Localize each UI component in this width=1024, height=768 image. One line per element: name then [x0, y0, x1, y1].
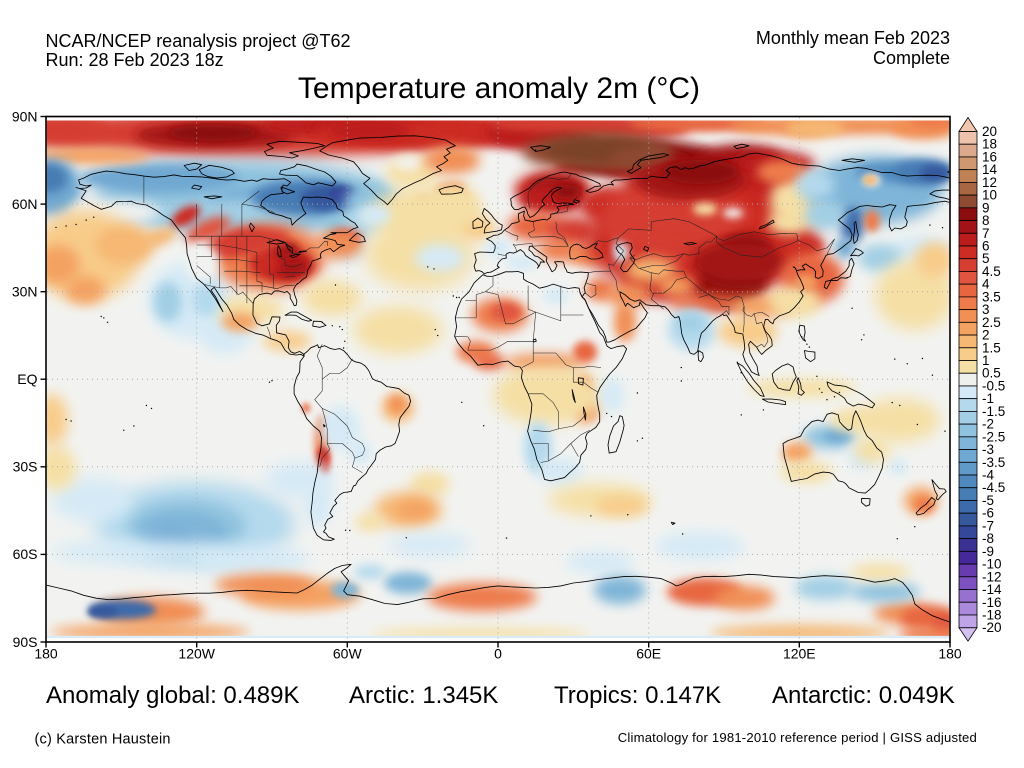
svg-text:-1.5: -1.5: [982, 404, 1005, 419]
svg-text:-2: -2: [982, 417, 994, 432]
svg-text:Temperature anomaly 2m (°C): Temperature anomaly 2m (°C): [298, 72, 700, 105]
svg-text:-4.5: -4.5: [982, 480, 1005, 495]
svg-text:9: 9: [982, 200, 990, 215]
svg-text:-8: -8: [982, 531, 994, 546]
svg-text:12: 12: [982, 175, 997, 190]
svg-text:-9: -9: [982, 544, 994, 559]
svg-text:1.5: 1.5: [982, 340, 1001, 355]
svg-text:-16: -16: [982, 595, 1002, 610]
svg-text:6: 6: [982, 239, 990, 254]
svg-text:60W: 60W: [333, 646, 363, 662]
svg-text:60E: 60E: [636, 646, 661, 662]
svg-text:120E: 120E: [783, 646, 816, 662]
svg-text:20: 20: [982, 124, 997, 139]
svg-text:8: 8: [982, 213, 990, 228]
svg-text:4: 4: [982, 277, 990, 292]
svg-text:5: 5: [982, 251, 990, 266]
svg-text:60S: 60S: [13, 546, 38, 562]
svg-text:Run: 28 Feb 2023 18z: Run: 28 Feb 2023 18z: [46, 50, 224, 70]
svg-text:Monthly mean Feb 2023: Monthly mean Feb 2023: [756, 28, 950, 48]
svg-text:3.5: 3.5: [982, 289, 1001, 304]
svg-text:(c) Karsten Haustein: (c) Karsten Haustein: [35, 732, 171, 748]
svg-text:90N: 90N: [12, 108, 38, 124]
svg-text:0: 0: [494, 646, 502, 662]
svg-text:Anomaly global: 0.489K: Anomaly global: 0.489K: [46, 682, 300, 709]
svg-text:-2.5: -2.5: [982, 429, 1005, 444]
svg-text:-3.5: -3.5: [982, 455, 1005, 470]
svg-text:4.5: 4.5: [982, 264, 1001, 279]
svg-text:-10: -10: [982, 557, 1002, 572]
svg-text:Climatology for 1981-2010 refe: Climatology for 1981-2010 reference peri…: [618, 730, 977, 745]
svg-text:-0.5: -0.5: [982, 379, 1005, 394]
svg-text:7: 7: [982, 226, 990, 241]
svg-text:-6: -6: [982, 506, 994, 521]
svg-text:-14: -14: [982, 582, 1002, 597]
svg-text:Complete: Complete: [873, 48, 950, 68]
svg-text:-3: -3: [982, 442, 994, 457]
svg-text:30N: 30N: [12, 284, 38, 300]
svg-text:3: 3: [982, 302, 990, 317]
svg-text:180: 180: [938, 646, 962, 662]
svg-text:-1: -1: [982, 391, 994, 406]
svg-text:-4: -4: [982, 468, 994, 483]
svg-text:1: 1: [982, 353, 990, 368]
svg-text:0.5: 0.5: [982, 366, 1001, 381]
svg-text:90S: 90S: [13, 634, 38, 650]
svg-text:NCAR/NCEP reanalysis project @: NCAR/NCEP reanalysis project @T62: [46, 31, 351, 51]
svg-text:18: 18: [982, 137, 997, 152]
svg-text:30S: 30S: [13, 459, 38, 475]
svg-text:60N: 60N: [12, 196, 38, 212]
svg-text:-18: -18: [982, 608, 1002, 623]
svg-text:10: 10: [982, 188, 997, 203]
svg-text:EQ: EQ: [17, 371, 37, 387]
svg-text:180: 180: [34, 646, 58, 662]
svg-text:14: 14: [982, 162, 998, 177]
svg-text:16: 16: [982, 149, 997, 164]
svg-text:Tropics: 0.147K: Tropics: 0.147K: [554, 682, 721, 709]
svg-text:-7: -7: [982, 518, 994, 533]
svg-text:Antarctic: 0.049K: Antarctic: 0.049K: [772, 682, 955, 709]
svg-text:2.5: 2.5: [982, 315, 1001, 330]
svg-text:-12: -12: [982, 569, 1002, 584]
svg-text:Arctic: 1.345K: Arctic: 1.345K: [349, 682, 498, 709]
svg-text:120W: 120W: [178, 646, 215, 662]
svg-text:-20: -20: [982, 620, 1002, 635]
svg-text:2: 2: [982, 328, 990, 343]
svg-text:-5: -5: [982, 493, 994, 508]
